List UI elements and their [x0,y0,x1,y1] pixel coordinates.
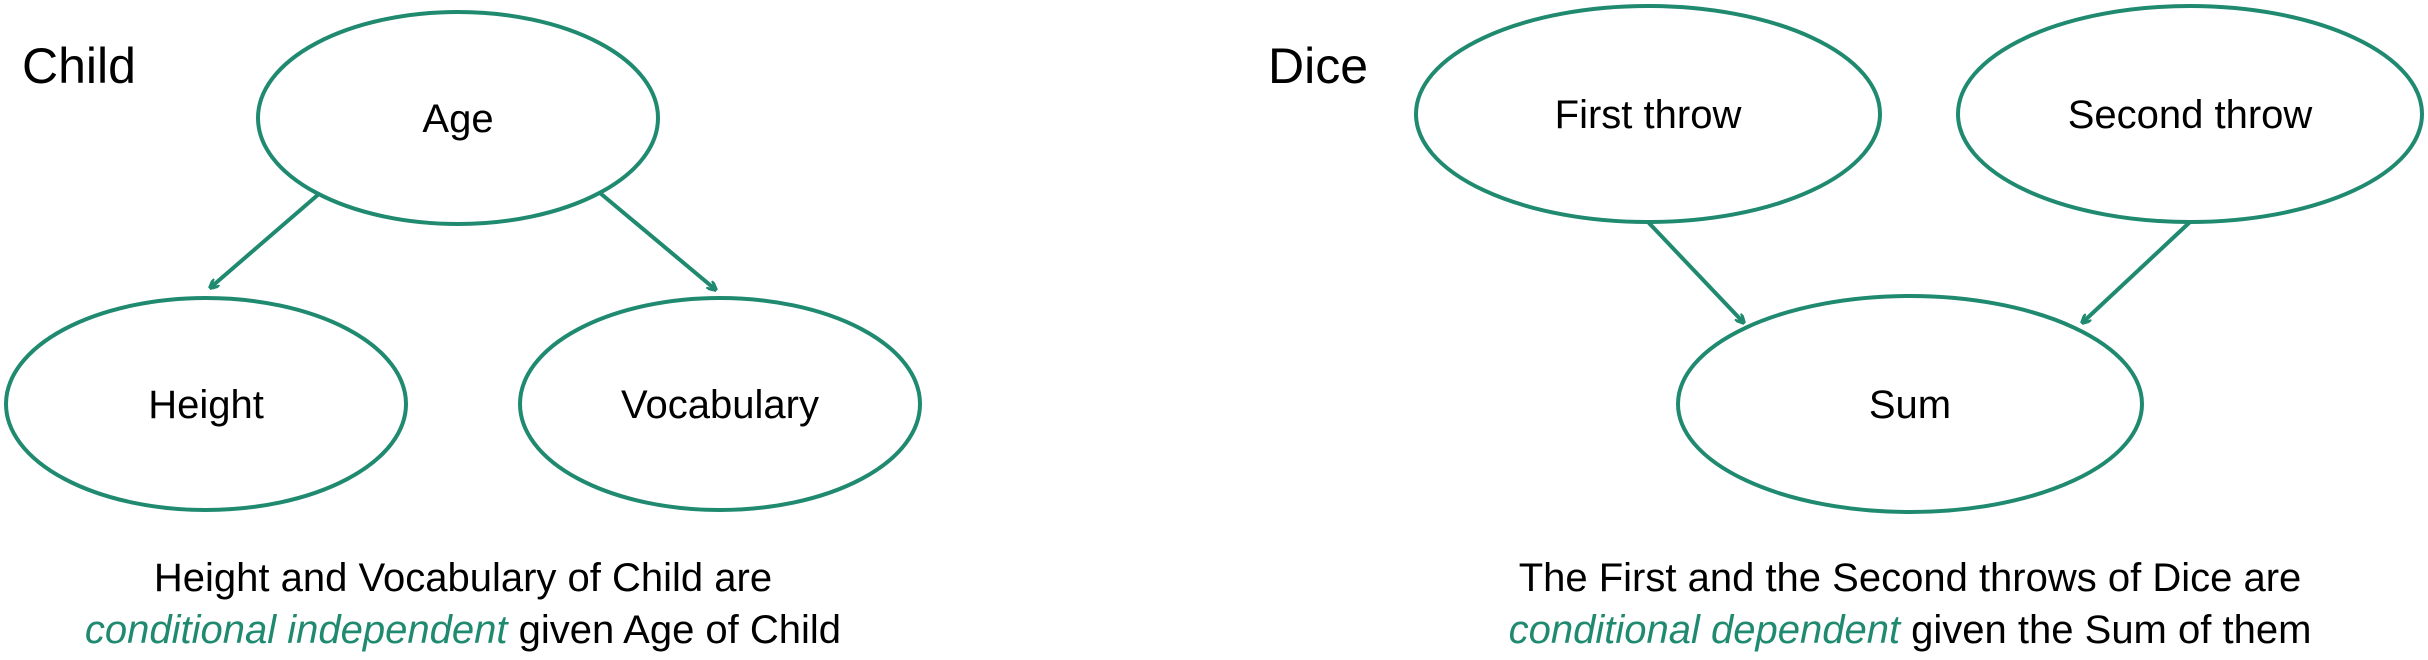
node-vocabulary [518,296,922,512]
caption-dice-line-1: The First and the Second throws of Dice … [1518,556,2302,600]
node-label-vocabulary: Vocabulary [621,383,819,427]
caption-dice-emphasis: conditional dependent [1508,608,1901,652]
panel-title-dice: Dice [1268,38,1368,94]
edge-age-vocabulary [598,191,716,290]
node-first-throw [1414,4,1882,224]
node-label-first-throw: First throw [1555,93,1742,137]
caption-dice-line-2: conditional dependent given the Sum of t… [1390,604,2428,656]
node-label-age: Age [422,97,493,141]
caption-dice-rest: given the Sum of them [1900,608,2312,652]
node-label-second-throw: Second throw [2068,93,2313,137]
node-age [256,10,660,226]
caption-child: Height and Vocabulary of Child are condi… [0,552,926,656]
caption-child-emphasis: conditional independent [84,608,508,652]
node-second-throw [1956,4,2424,224]
edge-second-sum [2082,220,2192,323]
node-height [4,296,408,512]
panel-title-child: Child [22,38,136,94]
caption-child-line-2: conditional independent given Age of Chi… [0,604,926,656]
caption-child-rest: given Age of Child [507,608,842,652]
node-label-sum: Sum [1869,383,1951,427]
edge-first-sum [1646,220,1744,323]
node-label-height: Height [148,383,264,427]
edge-age-height [210,191,322,288]
node-sum [1676,294,2144,514]
caption-dice: The First and the Second throws of Dice … [1390,552,2428,656]
caption-child-line-1: Height and Vocabulary of Child are [153,556,773,600]
